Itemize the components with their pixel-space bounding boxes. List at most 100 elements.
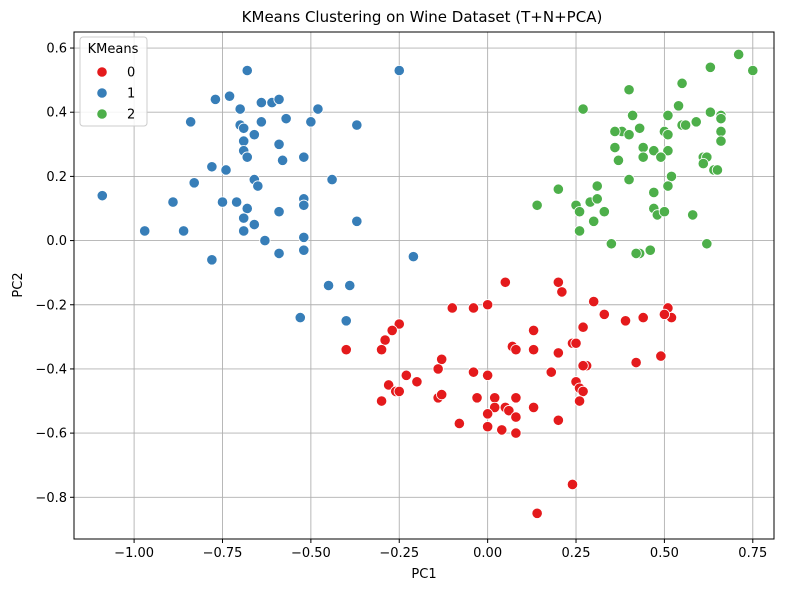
cluster-1-point xyxy=(252,180,264,192)
legend-label-2: 2 xyxy=(127,108,135,123)
cluster-2-point xyxy=(612,154,625,166)
cluster-0-point xyxy=(556,286,568,298)
cluster-0-point xyxy=(432,363,444,375)
cluster-2-point xyxy=(577,103,589,115)
x-tick-label: −0.50 xyxy=(291,546,331,561)
y-tick-label: −0.4 xyxy=(35,362,67,377)
cluster-0-point xyxy=(436,389,448,401)
cluster-2-point xyxy=(687,209,699,221)
y-tick-label: 0.2 xyxy=(46,170,67,185)
cluster-0-point xyxy=(471,392,483,404)
cluster-2-point xyxy=(715,113,727,125)
cluster-1-point xyxy=(294,311,306,324)
cluster-1-point xyxy=(238,212,250,224)
cluster-1-point xyxy=(276,154,289,166)
cluster-0-point xyxy=(588,295,600,308)
cluster-1-point xyxy=(298,199,310,211)
cluster-0-point xyxy=(573,395,586,407)
cluster-0-point xyxy=(577,321,589,333)
cluster-2-point xyxy=(623,84,635,96)
cluster-2-point xyxy=(658,206,671,218)
cluster-1-point xyxy=(241,202,253,215)
cluster-0-point xyxy=(375,344,388,356)
cluster-1-point xyxy=(248,218,260,231)
cluster-2-point xyxy=(648,186,660,199)
cluster-2-point xyxy=(591,180,603,192)
cluster-2-point xyxy=(573,225,586,237)
x-axis: −1.00 −0.75 −0.50 −0.25 0.00 0.25 0.50 0.75 xyxy=(114,539,767,561)
cluster-2-point xyxy=(609,141,621,154)
cluster-2-point xyxy=(672,100,685,112)
cluster-2-point xyxy=(704,106,716,118)
legend-marker-2 xyxy=(96,108,108,120)
cluster-1-point xyxy=(322,279,335,292)
cluster-0-point xyxy=(510,427,522,439)
x-tick-label: 0.25 xyxy=(562,546,591,561)
cluster-0-point xyxy=(630,356,642,369)
cluster-1-point xyxy=(167,196,179,208)
cluster-2-point xyxy=(531,199,543,211)
cluster-1-point xyxy=(96,190,108,202)
cluster-1-point xyxy=(139,225,151,237)
legend-title: KMeans xyxy=(88,42,139,57)
cluster-1-point xyxy=(340,315,352,327)
cluster-2-point xyxy=(704,61,716,73)
cluster-1-point xyxy=(248,129,260,141)
cluster-2-point xyxy=(637,151,649,163)
cluster-0-point xyxy=(619,315,632,327)
cluster-0-point xyxy=(383,379,395,391)
cluster-1-point xyxy=(185,116,197,128)
cluster-2-point xyxy=(637,141,649,154)
cluster-2-point xyxy=(662,180,674,192)
cluster-2-point xyxy=(662,129,674,141)
cluster-0-point xyxy=(552,276,564,288)
cluster-2-point xyxy=(648,145,660,157)
cluster-2-point xyxy=(573,206,586,218)
cluster-0-point xyxy=(658,308,671,320)
cluster-1-point xyxy=(298,244,310,256)
cluster-0-point xyxy=(577,360,589,372)
cluster-0-point xyxy=(482,421,494,433)
cluster-2-point xyxy=(644,244,656,256)
cluster-0-point xyxy=(340,344,352,356)
cluster-0-point xyxy=(510,392,522,404)
cluster-2-point xyxy=(634,122,646,134)
cluster-0-point xyxy=(453,417,465,430)
y-tick-label: −0.8 xyxy=(35,491,67,506)
x-tick-label: 0.75 xyxy=(738,546,767,561)
cluster-1-point xyxy=(231,196,243,208)
cluster-2-point xyxy=(598,206,610,218)
cluster-0-point xyxy=(531,507,543,519)
cluster-2-point xyxy=(623,174,635,186)
y-tick-label: 0.6 xyxy=(46,42,67,57)
cluster-1-point xyxy=(393,64,405,77)
legend-label-0: 0 xyxy=(127,66,135,81)
cluster-2-point xyxy=(733,48,745,61)
cluster-1-point xyxy=(273,206,285,218)
x-tick-label: 0.00 xyxy=(473,546,502,561)
chart-title: KMeans Clustering on Wine Dataset (T+N+P… xyxy=(242,8,603,26)
cluster-0-point xyxy=(489,392,501,404)
cluster-0-point xyxy=(482,408,494,420)
cluster-0-point xyxy=(467,366,480,378)
cluster-0-point xyxy=(577,385,589,397)
cluster-2-point xyxy=(552,183,564,195)
cluster-1-point xyxy=(234,103,246,115)
legend-box xyxy=(79,36,148,127)
cluster-0-point xyxy=(552,347,564,359)
cluster-1-point xyxy=(273,138,285,150)
cluster-2-point xyxy=(715,125,727,138)
cluster-0-point xyxy=(527,344,540,356)
cluster-2-point xyxy=(662,109,674,122)
cluster-2-point xyxy=(680,119,692,131)
legend-items: 0 1 2 xyxy=(96,66,135,123)
y-tick-label: −0.6 xyxy=(35,427,67,442)
cluster-0-point xyxy=(655,350,667,362)
cluster-2-point xyxy=(588,215,600,227)
y-tick-label: 0.0 xyxy=(46,234,67,249)
cluster-1-point xyxy=(238,135,250,147)
cluster-1-point xyxy=(351,215,363,227)
cluster-2-point xyxy=(626,109,639,122)
cluster-0-point xyxy=(400,369,412,381)
